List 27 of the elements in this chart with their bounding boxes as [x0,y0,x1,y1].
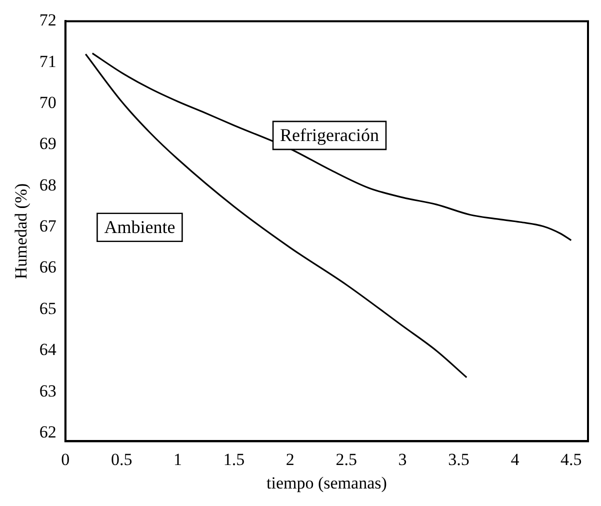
y-tick-label: 72 [39,10,56,30]
x-tick-label: 1 [174,450,182,469]
y-tick-label: 62 [39,422,56,442]
x-tick-label: 4.5 [560,450,582,469]
x-tick-label: 3 [398,450,407,469]
y-tick-label: 64 [39,340,57,360]
x-tick-label: 1.5 [223,450,245,469]
x-tick-label: 0 [61,450,70,469]
x-tick-label: 2.5 [336,450,357,469]
x-tick-label: 3.5 [448,450,470,469]
y-tick-label: 71 [39,52,56,71]
y-axis-title: Humedad (%) [12,183,31,280]
y-tick-label: 67 [39,216,57,236]
y-tick-label: 63 [39,381,56,400]
x-tick-label: 2 [286,450,294,469]
x-axis-title: tiempo (semanas) [266,473,387,492]
x-tick-label: 0.5 [110,450,132,469]
y-tick-label: 66 [39,258,56,277]
y-tick-label: 65 [39,298,56,318]
y-tick-label: 68 [39,175,56,194]
x-tick-label: 4 [510,450,520,469]
y-tick-label: 70 [39,93,56,112]
line-series [92,52,572,242]
line-series [84,53,468,378]
series-label: Refrigeración [280,125,379,146]
y-tick-label: 69 [39,134,56,154]
text: Ambiente [104,217,176,238]
